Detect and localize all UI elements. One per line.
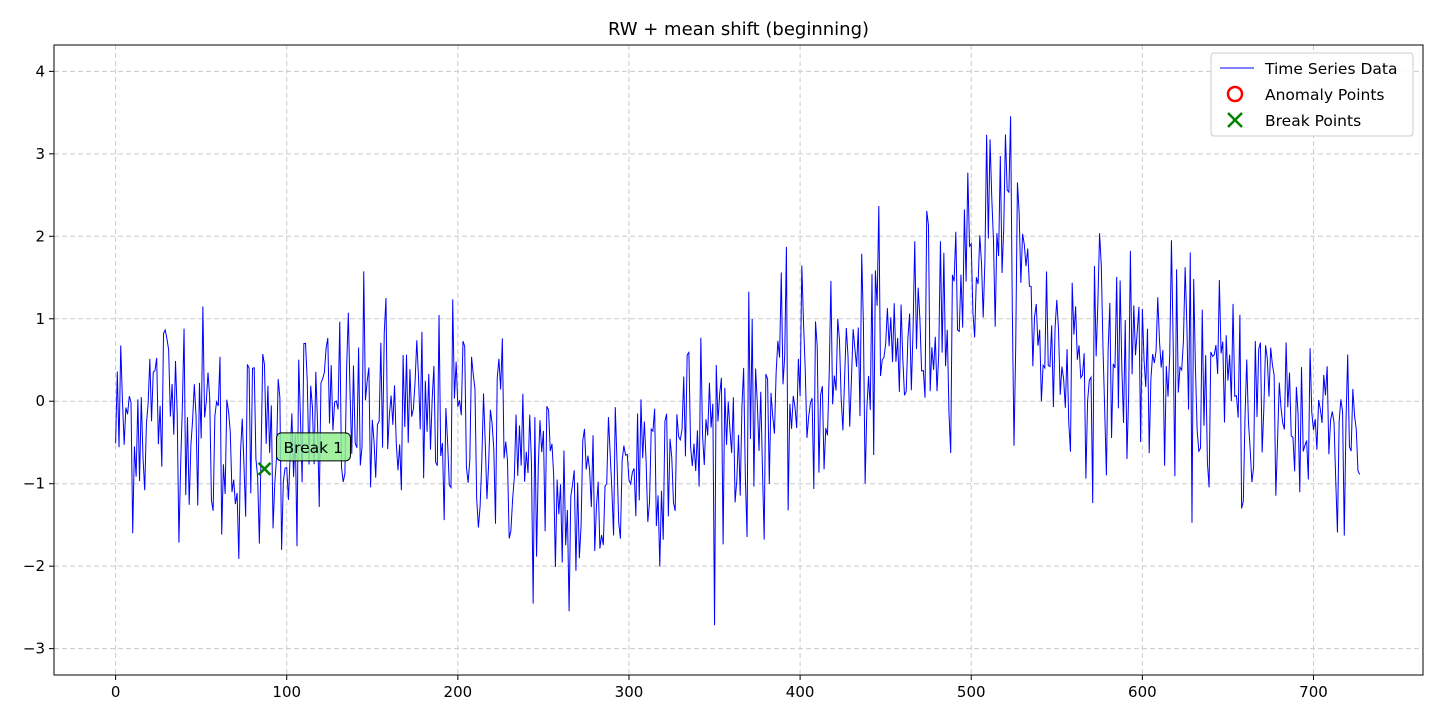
x-tick-label: 100 [272,683,301,701]
legend: Time Series Data Anomaly Points Break Poin… [1210,52,1414,137]
chart-title: RW + mean shift (beginning) [608,19,869,40]
y-tick-label: 3 [35,145,45,163]
x-tick-label: 700 [1299,683,1328,701]
grid [54,45,1423,675]
annotation-text: Break 1 [283,439,342,457]
legend-box [1210,52,1414,137]
legend-label: Break Points [1265,112,1361,130]
y-tick-label: −2 [23,557,45,575]
x-tick-label: 0 [111,683,121,701]
y-tick-label: 2 [35,227,45,245]
y-tick-label: 1 [35,310,45,328]
legend-label: Anomaly Points [1265,86,1384,104]
plot-frame [53,44,1424,676]
series-line-time-series-data [115,116,1361,626]
marker-layer: Break 1 [257,432,351,476]
y-tick-label: 0 [35,392,45,410]
annotation-label: Break 1 [275,432,351,462]
y-tick-label: −3 [23,640,45,658]
x-tick-label: 600 [1128,683,1157,701]
y-tick-label: −1 [23,475,45,493]
x-tick-label: 300 [615,683,644,701]
y-tick-label: 4 [35,62,45,80]
x-tick-label: 200 [444,683,473,701]
legend-anomaly-swatch [1226,85,1244,103]
legend-label: Time Series Data [1264,60,1397,78]
legend-break-swatch [1227,112,1243,128]
x-tick-label: 400 [786,683,815,701]
series-layer [115,116,1361,626]
axes: 0 100 200 300 400 500 600 700 −3 −2 −1 0 1 2 3 4 [23,44,1424,701]
break-point-marker [257,461,272,476]
x-tick-label: 500 [957,683,986,701]
